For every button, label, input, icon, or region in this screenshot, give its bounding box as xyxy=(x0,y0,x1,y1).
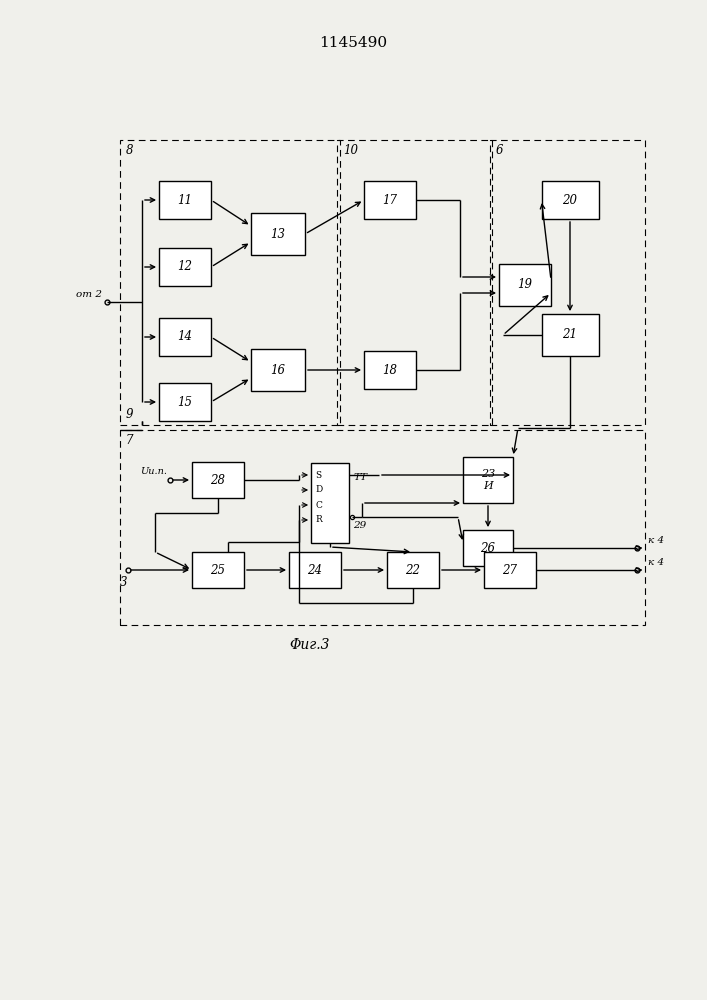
Bar xyxy=(542,314,599,356)
Bar xyxy=(159,383,211,421)
Text: 11: 11 xyxy=(177,194,192,207)
Text: 21: 21 xyxy=(563,328,578,342)
Text: 22: 22 xyxy=(406,564,421,576)
Bar xyxy=(463,530,513,566)
Bar xyxy=(192,552,244,588)
Bar xyxy=(337,140,492,425)
Text: от 2: от 2 xyxy=(76,290,102,299)
Bar xyxy=(364,351,416,389)
Bar xyxy=(120,430,645,625)
Text: Φиг.3: Φиг.3 xyxy=(290,638,330,652)
Bar xyxy=(387,552,439,588)
Bar xyxy=(311,463,349,543)
Bar xyxy=(251,349,305,391)
Text: D: D xyxy=(315,486,322,494)
Text: 8: 8 xyxy=(126,144,134,157)
Text: 24: 24 xyxy=(308,564,322,576)
Bar xyxy=(159,181,211,219)
Text: 10: 10 xyxy=(343,144,358,157)
Text: 25: 25 xyxy=(211,564,226,576)
Text: TT: TT xyxy=(353,473,367,482)
Text: 1145490: 1145490 xyxy=(319,36,387,50)
Bar xyxy=(490,140,645,425)
Text: 23
И: 23 И xyxy=(481,469,495,491)
Bar xyxy=(120,140,340,425)
Bar xyxy=(542,181,599,219)
Text: 7: 7 xyxy=(126,434,134,447)
Text: к 4: к 4 xyxy=(648,558,664,567)
Text: к 4: к 4 xyxy=(648,536,664,545)
Text: Uu.п.: Uu.п. xyxy=(140,467,167,476)
Bar xyxy=(251,213,305,255)
Text: C: C xyxy=(315,500,322,510)
Bar xyxy=(289,552,341,588)
Bar xyxy=(484,552,536,588)
Bar xyxy=(159,318,211,356)
Text: 9: 9 xyxy=(126,408,134,421)
Bar xyxy=(463,457,513,503)
Text: 6: 6 xyxy=(496,144,503,157)
Text: 3: 3 xyxy=(120,576,128,589)
Text: 28: 28 xyxy=(211,474,226,487)
Bar xyxy=(192,462,244,498)
Text: 29: 29 xyxy=(353,520,366,530)
Text: 20: 20 xyxy=(563,194,578,207)
Text: 12: 12 xyxy=(177,260,192,273)
Bar xyxy=(364,181,416,219)
Text: S: S xyxy=(315,471,321,480)
Text: 27: 27 xyxy=(503,564,518,576)
Text: 26: 26 xyxy=(481,542,496,554)
Text: 15: 15 xyxy=(177,395,192,408)
Text: 19: 19 xyxy=(518,278,532,292)
Bar xyxy=(159,248,211,286)
Text: 13: 13 xyxy=(271,228,286,240)
Text: 16: 16 xyxy=(271,363,286,376)
Bar xyxy=(499,264,551,306)
Text: 17: 17 xyxy=(382,194,397,207)
Text: 18: 18 xyxy=(382,363,397,376)
Text: R: R xyxy=(315,516,322,524)
Text: 14: 14 xyxy=(177,330,192,344)
